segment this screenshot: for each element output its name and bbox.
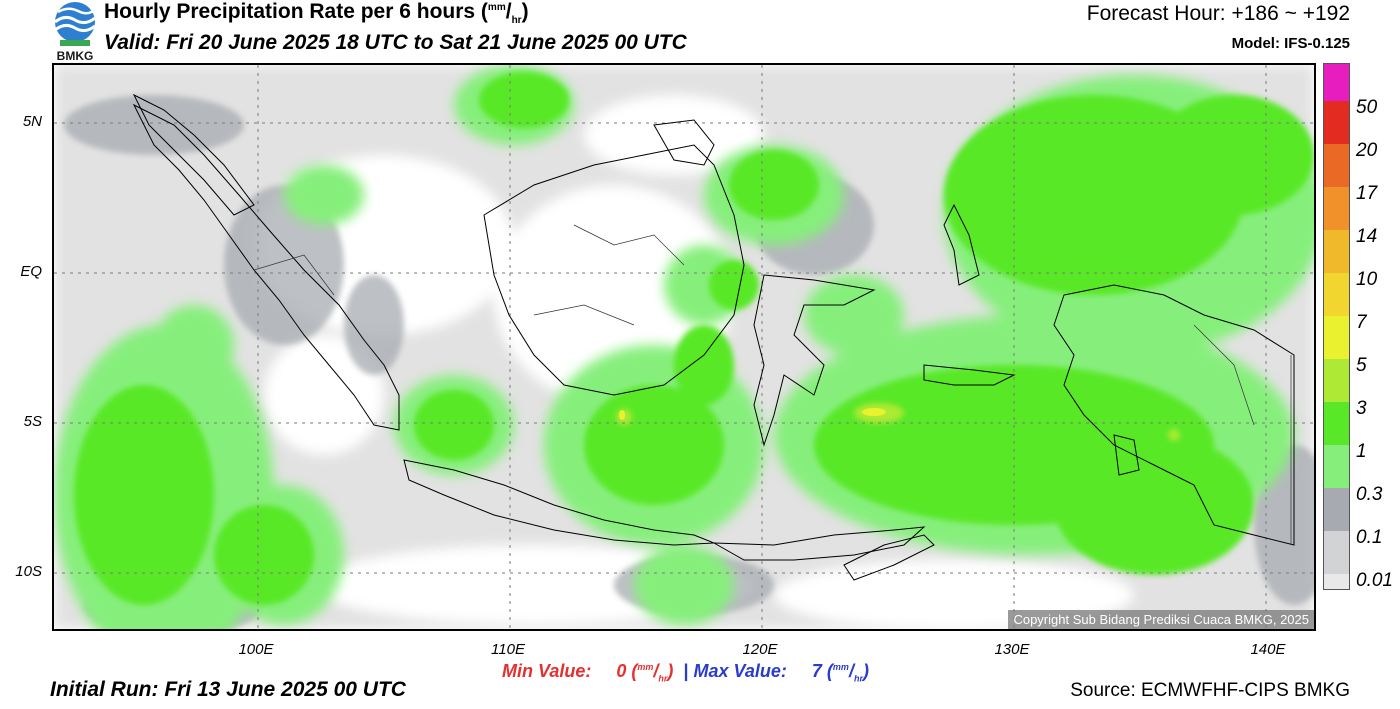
legend-label-5: 5 <box>1356 355 1367 376</box>
model-label: Model: IFS-0.125 <box>1231 35 1350 52</box>
philippines-coast <box>653 119 715 166</box>
legend-label-0-1: 0.1 <box>1356 527 1383 548</box>
lon-label-140e: 140E <box>1250 641 1286 658</box>
legend-label-7: 7 <box>1356 312 1367 333</box>
lon-label-110e: 110E <box>491 641 525 658</box>
legend-swatch-13 <box>1324 574 1349 589</box>
lon-label-120e: 120E <box>742 641 778 658</box>
malaysia-coast <box>132 93 255 216</box>
min-unit-denominator: hr <box>658 673 668 684</box>
max-unit-denominator: hr <box>853 673 863 684</box>
legend-swatch-6 <box>1324 273 1349 316</box>
valid-period: Valid: Fri 20 June 2025 18 UTC to Sat 21… <box>104 31 687 54</box>
lat-label-10s: 10S <box>15 563 42 580</box>
lat-label-5n: 5N <box>22 113 42 130</box>
aru-coast <box>1113 434 1140 476</box>
sumatra-coast <box>132 103 400 431</box>
max-unit-numerator: mm <box>832 662 849 672</box>
logo-text: BMKG <box>57 49 94 62</box>
max-label: Max Value: <box>693 661 787 681</box>
lon-label-130e: 130E <box>994 641 1030 658</box>
title-text: Hourly Precipitation Rate per 6 hours <box>104 0 476 23</box>
grid-lines <box>54 65 1314 629</box>
legend-swatch-3 <box>1324 144 1349 187</box>
legend-colorbar <box>1323 63 1350 590</box>
legend-label-0-3: 0.3 <box>1356 484 1383 505</box>
legend-swatch-4 <box>1324 187 1349 230</box>
max-value: 7 <box>811 661 822 681</box>
minmax-separator: | <box>683 661 689 681</box>
sulawesi-coast <box>753 274 876 447</box>
bmkg-logo: BMKG <box>50 0 100 63</box>
precipitation-map[interactable] <box>52 63 1316 631</box>
legend-label-17: 17 <box>1356 183 1378 204</box>
lat-label-eq: EQ <box>20 263 42 280</box>
min-max-values: Min Value: 0 (mm/hr) | Max Value: 7 (mm/… <box>502 661 869 684</box>
legend-label-10: 10 <box>1356 269 1378 290</box>
forecast-hour: Forecast Hour: +186 ~ +192 <box>1086 2 1350 25</box>
data-source: Source: ECMWFHF-CIPS BMKG <box>1070 680 1350 701</box>
legend-swatch-12 <box>1324 531 1349 574</box>
rain-layer-max <box>619 408 886 420</box>
legend-swatch-7 <box>1324 316 1349 359</box>
title-unit-numerator: mm <box>487 2 506 13</box>
lon-label-100e: 100E <box>238 641 274 658</box>
legend-swatch-2 <box>1324 101 1349 144</box>
papua-coast <box>1053 284 1295 546</box>
legend-swatch-9 <box>1324 402 1349 445</box>
coastlines <box>132 93 1295 581</box>
timor-coast <box>843 534 935 581</box>
legend-swatch-5 <box>1324 230 1349 273</box>
legend-swatch-8 <box>1324 359 1349 402</box>
min-label: Min Value: <box>502 661 592 681</box>
initial-run: Initial Run: Fri 13 June 2025 00 UTC <box>50 678 406 701</box>
copyright-notice: Copyright Sub Bidang Prediksi Cuaca BMKG… <box>1008 610 1314 629</box>
legend-swatch-10 <box>1324 445 1349 488</box>
rain-layer-heavy <box>74 72 1314 605</box>
borneo-coast <box>483 144 745 396</box>
nusa-tenggara-coast <box>713 526 926 561</box>
legend-label-50: 50 <box>1356 97 1378 118</box>
legend-label-0-01: 0.01 <box>1356 570 1393 591</box>
halmahera-coast <box>943 203 980 286</box>
page-title: Hourly Precipitation Rate per 6 hours (m… <box>104 0 529 27</box>
legend-label-3: 3 <box>1356 398 1367 419</box>
borders <box>253 224 1292 545</box>
legend-swatch-11 <box>1324 488 1349 531</box>
legend-label-14: 14 <box>1356 226 1378 247</box>
min-value: 0 <box>616 661 627 681</box>
title-unit-denominator: hr <box>511 15 522 27</box>
lat-label-5s: 5S <box>23 413 42 430</box>
legend-swatch-1 <box>1324 64 1349 101</box>
legend-label-20: 20 <box>1356 140 1378 161</box>
min-unit-numerator: mm <box>637 662 654 672</box>
seram-coast <box>923 364 1016 386</box>
legend-label-1: 1 <box>1356 441 1367 462</box>
